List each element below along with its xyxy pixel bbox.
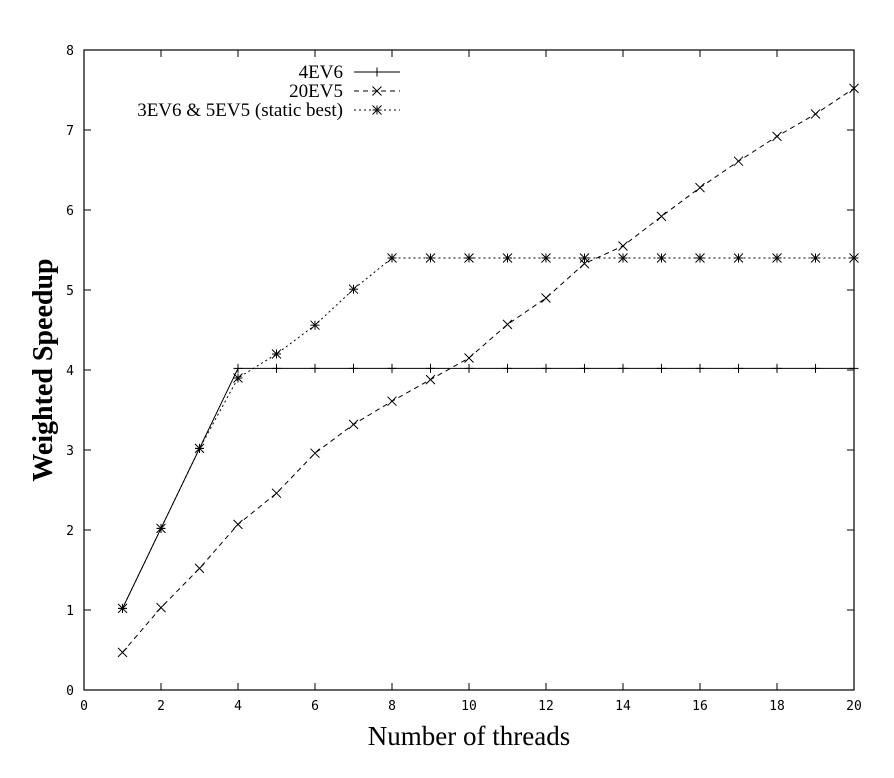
series-2-point	[579, 253, 590, 263]
legend-marker-2	[372, 105, 382, 115]
legend-marker-0	[372, 67, 382, 77]
series-2-point	[502, 253, 513, 263]
series-1-point	[464, 353, 474, 363]
series-line-1	[122, 87, 855, 653]
legend-label-0: 4EV6	[299, 62, 343, 83]
series-1-point	[233, 519, 243, 530]
series-0-point	[618, 363, 628, 373]
x-tick-label: 18	[769, 699, 785, 714]
y-tick-label: 8	[66, 44, 74, 59]
series-2-point	[772, 253, 782, 263]
x-tick-label: 0	[80, 699, 88, 714]
series-2-point	[194, 443, 205, 454]
series-2-point	[117, 603, 128, 614]
y-tick-label: 2	[66, 524, 74, 539]
series-2-point	[348, 284, 359, 295]
series-0-point	[772, 363, 782, 373]
series-2-point	[541, 253, 551, 263]
series-0-point	[734, 363, 743, 373]
legend-label-1: 20EV5	[289, 81, 343, 102]
series-0-point	[657, 363, 666, 373]
series-0-point	[464, 363, 474, 373]
x-tick-label: 20	[846, 699, 862, 714]
series-1-point	[387, 396, 397, 407]
series-0-point	[541, 363, 551, 373]
x-tick-label: 16	[692, 699, 708, 714]
legend-marker-1	[372, 86, 382, 96]
series-0-point	[349, 363, 358, 373]
series-1-point	[425, 374, 436, 385]
x-tick-label: 14	[615, 699, 631, 714]
series-1-point	[810, 109, 821, 119]
legend-label-2: 3EV6 & 5EV5 (static best)	[137, 100, 343, 121]
series-markers	[117, 83, 859, 658]
series-2-point	[425, 253, 436, 263]
series-0-point	[272, 363, 281, 373]
series-2-point	[387, 253, 397, 263]
series-0-point	[849, 363, 859, 373]
series-0-point	[233, 363, 243, 373]
series-0-point	[387, 363, 397, 373]
series-1-point	[502, 319, 513, 330]
x-axis-title: Number of threads	[368, 721, 570, 751]
series-2-point	[849, 253, 859, 263]
series-lines	[122, 87, 855, 653]
series-2-point	[310, 320, 320, 331]
series-1-point	[849, 83, 859, 94]
series-0-point	[503, 363, 512, 373]
series-1-point	[117, 647, 128, 658]
y-tick-label: 5	[66, 284, 74, 299]
x-tick-label: 8	[388, 699, 396, 714]
y-tick-label: 1	[66, 604, 74, 619]
y-tick-label: 3	[66, 444, 74, 459]
y-tick-label: 6	[66, 204, 74, 219]
y-tick-label: 7	[66, 124, 74, 139]
series-0-point	[426, 363, 435, 373]
series-2-point	[618, 253, 628, 263]
series-2-point	[271, 349, 282, 359]
series-2-point	[810, 253, 821, 263]
y-tick-label: 4	[66, 364, 74, 379]
series-1-point	[541, 293, 551, 303]
series-0-point	[310, 363, 320, 373]
y-axis-title: Weighted Speedup	[28, 258, 59, 481]
x-tick-label: 2	[157, 699, 165, 714]
series-0-point	[811, 363, 820, 373]
series-1-point	[733, 156, 744, 167]
series-0-point	[580, 363, 589, 373]
series-2-point	[733, 253, 744, 263]
series-2-point	[464, 253, 474, 263]
series-1-point	[695, 182, 705, 193]
series-1-point	[271, 488, 282, 499]
x-tick-label: 12	[538, 699, 554, 714]
series-1-point	[156, 602, 166, 613]
series-2-point	[695, 253, 705, 263]
series-1-point	[618, 241, 628, 251]
series-1-point	[772, 131, 782, 142]
series-2-point	[233, 373, 243, 383]
y-tick-label: 0	[66, 684, 74, 699]
series-2-point	[156, 523, 166, 534]
x-tick-label: 6	[311, 699, 319, 714]
series-2-point	[656, 253, 667, 263]
series-line-0	[122, 367, 854, 609]
series-1-point	[310, 448, 320, 459]
series-1-point	[194, 563, 205, 574]
series-1-point	[348, 419, 359, 430]
x-tick-label: 4	[234, 699, 242, 714]
series-0-point	[695, 363, 705, 373]
series-line-2	[122, 257, 854, 609]
x-tick-label: 10	[461, 699, 477, 714]
series-1-point	[656, 211, 667, 222]
